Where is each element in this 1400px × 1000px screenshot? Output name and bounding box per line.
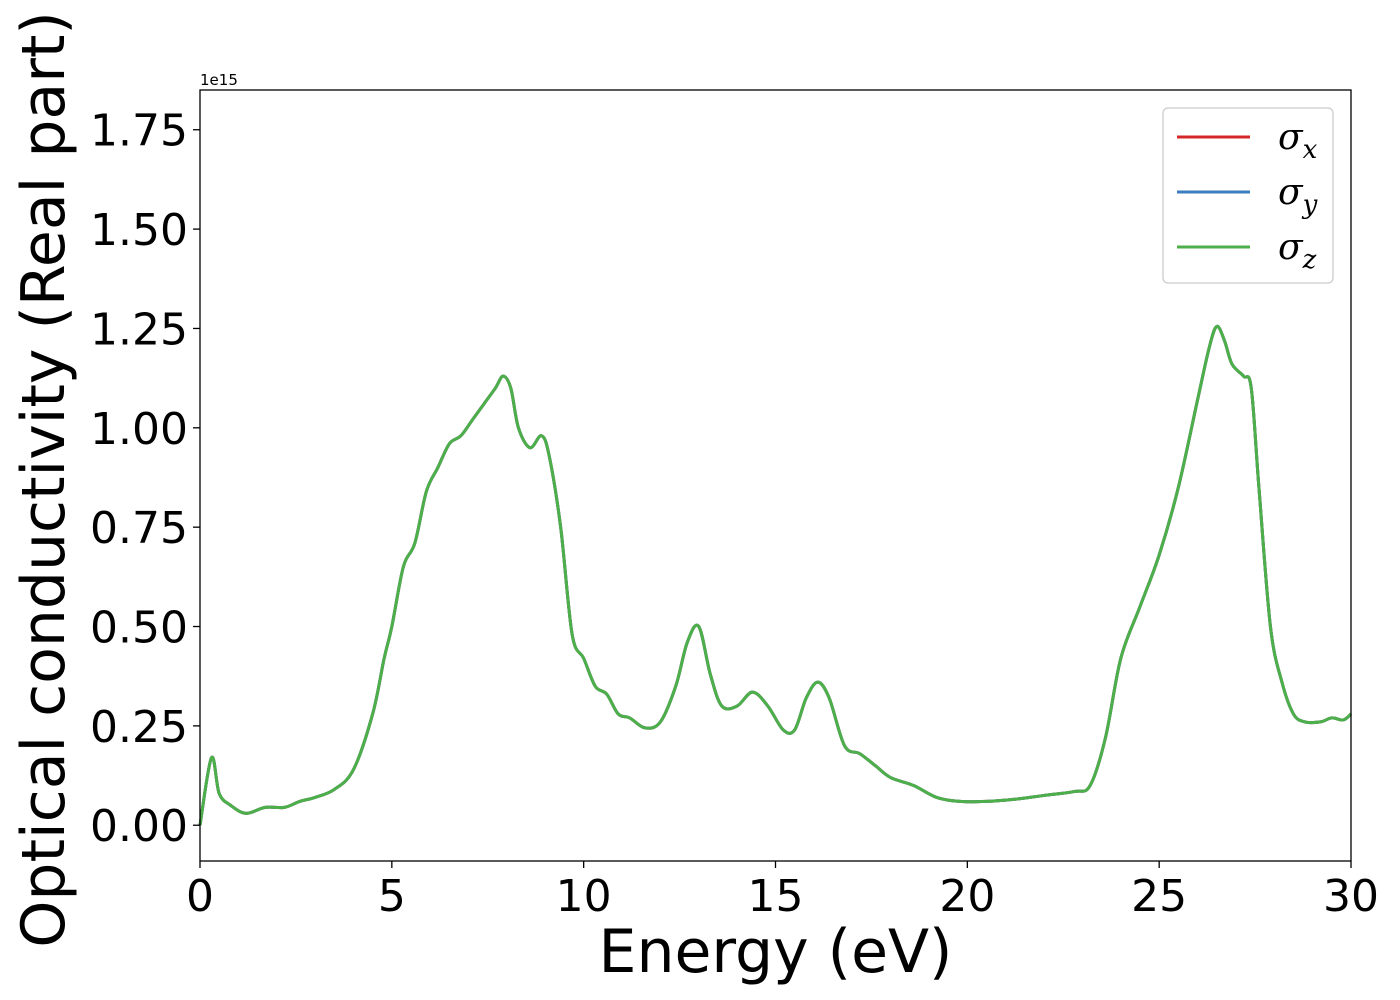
x-tick-label: 30 [1323, 871, 1379, 922]
x-tick-label: 0 [186, 871, 214, 922]
y-tick-label: 0.25 [90, 702, 188, 753]
y-tick-label: 0.75 [90, 503, 188, 554]
series-line-y [198, 324, 1353, 826]
y-tick-label: 1.25 [90, 304, 188, 355]
plot-frame [199, 89, 1352, 862]
y-axis-ticks: 0.00 0.25 0.50 0.75 1.00 1.25 1.50 1.75 [90, 106, 200, 852]
legend-box [1162, 107, 1334, 284]
legend-symbol: σ [1278, 227, 1304, 268]
legend-entry-label: σy [1278, 172, 1318, 220]
legend-subscript: y [1302, 190, 1318, 220]
legend-subscript: z [1302, 245, 1317, 275]
series-line-z [198, 324, 1353, 826]
x-tick-label: 15 [748, 871, 804, 922]
x-tick-label: 10 [556, 871, 612, 922]
x-tick-label: 20 [939, 871, 995, 922]
y-tick-label: 0.00 [90, 801, 188, 852]
y-tick-label: 1.00 [90, 404, 188, 455]
x-axis-ticks: 0 5 10 15 20 25 30 [186, 861, 1379, 922]
x-tick-label: 5 [378, 871, 406, 922]
legend-entry-label: σx [1278, 117, 1318, 165]
y-offset-label: 1e15 [200, 71, 238, 89]
legend-entry-label: σz [1278, 227, 1317, 275]
y-tick-label: 1.75 [90, 106, 188, 157]
legend-subscript: x [1303, 135, 1318, 165]
y-axis-label: Optical conductivity (Real part) [9, 11, 79, 948]
x-tick-label: 25 [1131, 871, 1187, 922]
x-axis-label: Energy (eV) [599, 917, 953, 987]
plot-area [198, 324, 1353, 826]
series-line-x [198, 324, 1353, 826]
legend-symbol: σ [1278, 117, 1304, 158]
y-tick-label: 1.50 [90, 205, 188, 256]
legend-symbol: σ [1278, 172, 1304, 213]
y-tick-label: 0.50 [90, 603, 188, 654]
